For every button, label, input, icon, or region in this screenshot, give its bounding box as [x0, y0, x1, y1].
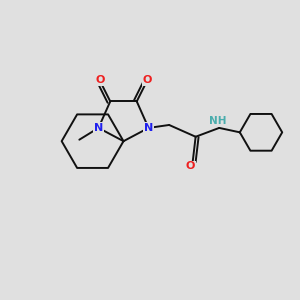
Text: N: N	[94, 123, 103, 133]
Text: O: O	[95, 75, 105, 85]
Text: N: N	[144, 123, 153, 133]
Text: O: O	[142, 75, 152, 85]
Text: O: O	[186, 161, 195, 171]
Text: NH: NH	[209, 116, 226, 126]
